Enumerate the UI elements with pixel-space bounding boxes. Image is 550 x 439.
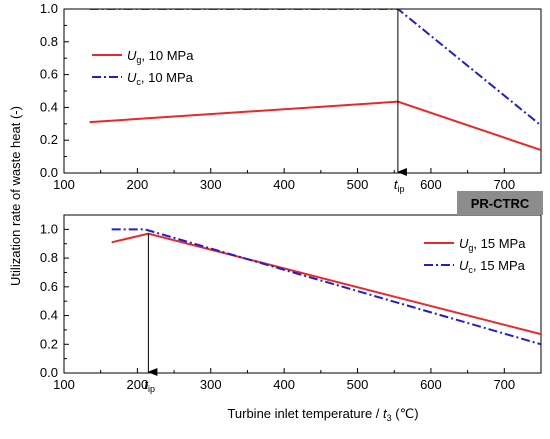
- bottom-legend-suffix: , 15 MPa: [473, 258, 526, 273]
- x-axis-title: Turbine inlet temperature / t3 (℃): [227, 406, 418, 423]
- bottom-y-tick-label: 0.6: [40, 279, 58, 294]
- top-legend-suffix: , 10 MPa: [141, 48, 194, 63]
- top-y-tick-label: 0.8: [40, 34, 58, 49]
- bottom-y-tick-label: 0.0: [40, 365, 58, 380]
- bottom-x-tick-label: 600: [420, 377, 442, 392]
- badge-background: [457, 191, 543, 215]
- top-y-tick-label: 0.6: [40, 67, 58, 82]
- top-plot-frame: [63, 8, 542, 174]
- top-plot: 100 200 300 400 500 600 700 0.0 0.2 0.4 0.6 0.8 1.0 U…: [40, 1, 542, 194]
- bottom-legend-symbol: U: [459, 236, 469, 251]
- top-legend-label-uc: Uc, 10 MPa: [127, 70, 194, 87]
- bottom-plot-frame: [63, 214, 542, 374]
- top-annotation-symbol: t: [394, 177, 399, 192]
- x-axis-title-sub: 3: [387, 413, 392, 423]
- bottom-y-tick-label: 1.0: [40, 221, 58, 236]
- x-axis-title-unit: (℃): [392, 406, 419, 421]
- bottom-x-tick-label: 200: [127, 377, 149, 392]
- top-series-ug-line: [89, 100, 541, 151]
- x-axis-title-symbol: t: [383, 406, 388, 421]
- bottom-annotation-sub: ip: [148, 384, 155, 394]
- top-annotation-label: tip: [394, 177, 405, 194]
- top-x-tick-label: 100: [53, 177, 75, 192]
- bottom-x-tick-label: 400: [273, 377, 295, 392]
- bottom-y-tick-label: 0.4: [40, 308, 58, 323]
- top-x-tick-label: 600: [420, 177, 442, 192]
- bottom-legend-symbol: U: [459, 258, 469, 273]
- top-series-uc-line: [89, 9, 541, 127]
- bottom-legend-sub: g: [468, 243, 473, 253]
- top-x-tick-label: 300: [200, 177, 222, 192]
- bottom-x-tick-label: 700: [493, 377, 515, 392]
- bottom-plot: 100 200 300 400 500 600 700 0.0 0.2 0.4 0.6 0.8 1.0 U…: [40, 214, 542, 394]
- bottom-legend-label-ug: Ug, 15 MPa: [459, 236, 526, 253]
- bottom-series-uc-line: [111, 228, 541, 346]
- top-legend-symbol: U: [127, 70, 137, 85]
- top-legend-sub: c: [136, 77, 141, 87]
- y-axis-title: Utilization rate of waste heat (-): [8, 106, 23, 286]
- top-annotation-sub: ip: [398, 184, 405, 194]
- bottom-legend-suffix: , 15 MPa: [473, 236, 526, 251]
- badge: PR-CTRC: [457, 191, 543, 215]
- top-y-tick-label: 0.0: [40, 165, 58, 180]
- bottom-x-tick-label: 100: [53, 377, 75, 392]
- top-x-tick-label: 500: [347, 177, 369, 192]
- top-y-tick-label: 0.4: [40, 99, 58, 114]
- top-x-tick-label: 400: [273, 177, 295, 192]
- badge-label: PR-CTRC: [471, 196, 530, 211]
- bottom-x-tick-label: 300: [200, 377, 222, 392]
- top-legend-sub: g: [136, 55, 141, 65]
- bottom-annotation-symbol: t: [144, 377, 149, 392]
- bottom-legend-label-uc: Uc, 15 MPa: [459, 258, 526, 275]
- x-axis-title-prefix: Turbine inlet temperature /: [227, 406, 383, 421]
- bottom-y-tick-label: 0.2: [40, 336, 58, 351]
- top-y-tick-label: 0.2: [40, 132, 58, 147]
- top-legend-suffix: , 10 MPa: [141, 70, 194, 85]
- top-legend-symbol: U: [127, 48, 137, 63]
- bottom-annotation-label: tip: [144, 377, 155, 394]
- bottom-y-tick-label: 0.8: [40, 250, 58, 265]
- top-y-tick-label: 1.0: [40, 1, 58, 16]
- top-legend-label-ug: Ug, 10 MPa: [127, 48, 194, 65]
- bottom-legend-sub: c: [468, 265, 473, 275]
- bottom-x-tick-label: 500: [347, 377, 369, 392]
- top-x-tick-label: 200: [127, 177, 149, 192]
- top-x-tick-label: 700: [493, 177, 515, 192]
